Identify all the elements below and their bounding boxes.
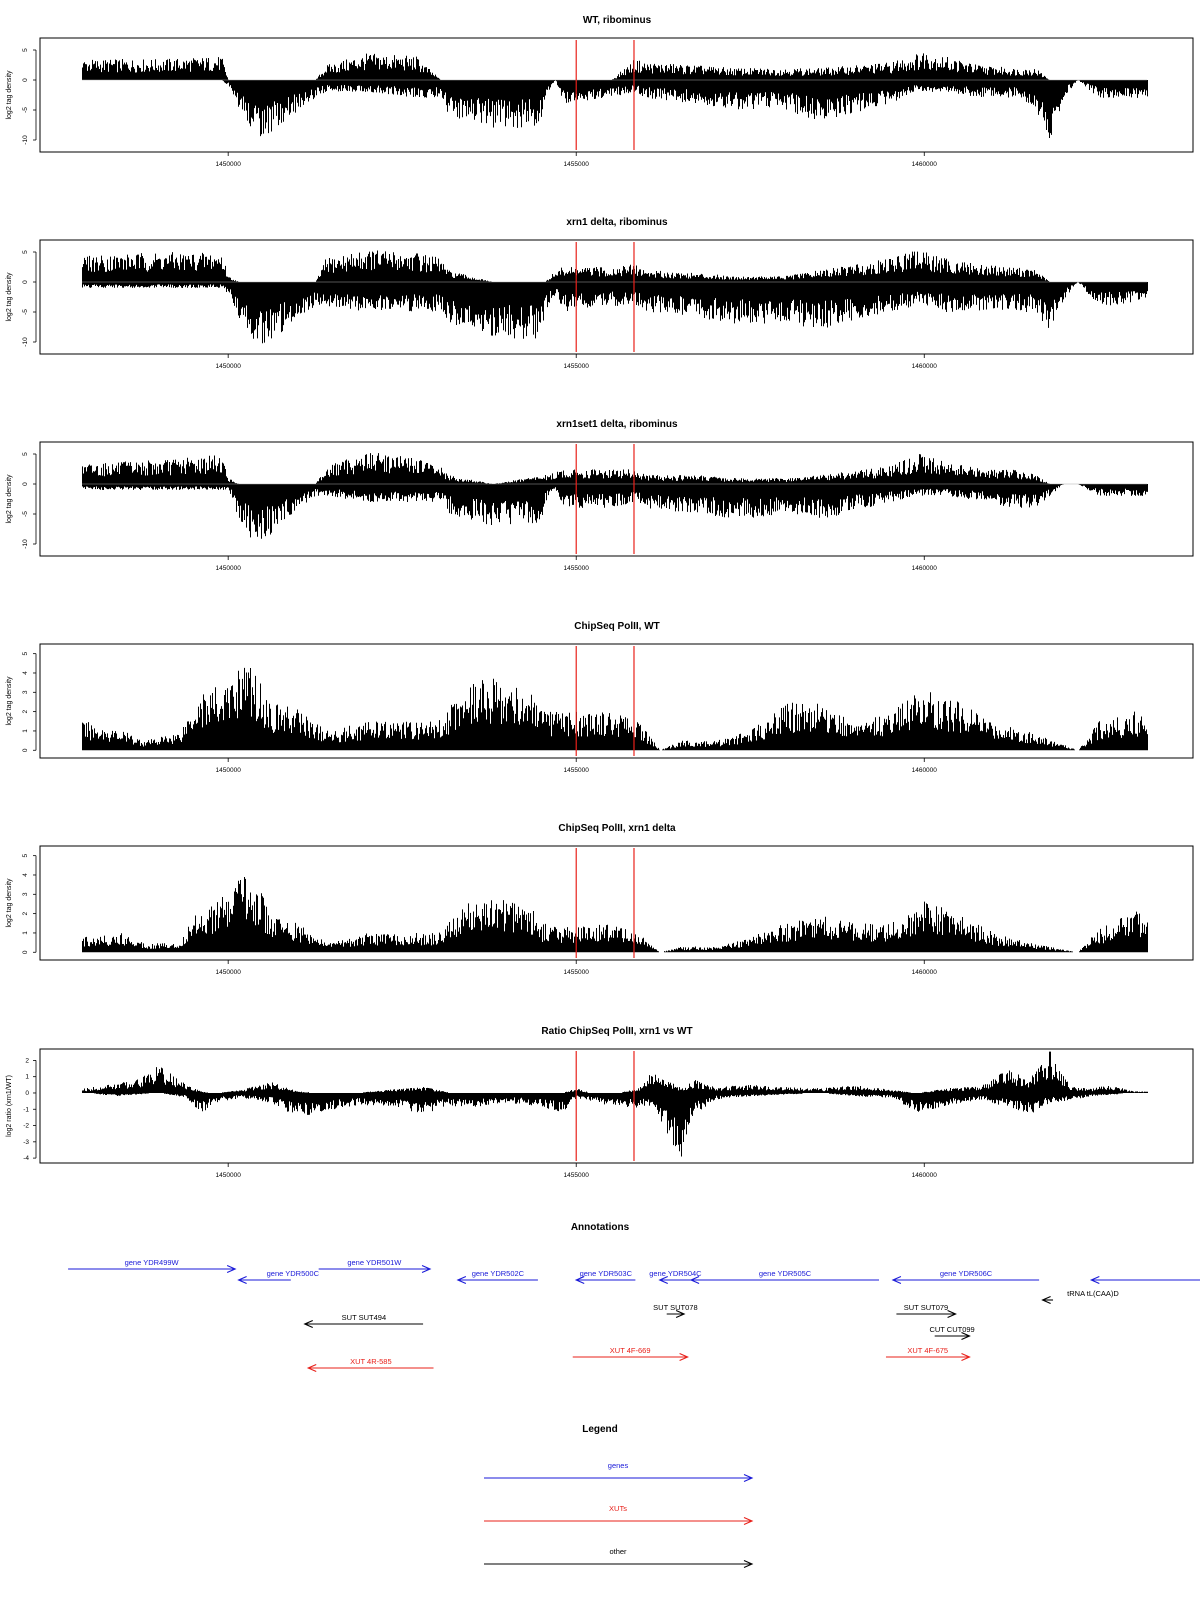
y-tick-label: 5: [22, 452, 29, 456]
y-tick-label: -5: [22, 511, 29, 517]
panel-title: WT, ribominus: [583, 15, 652, 26]
x-tick-label: 1450000: [216, 161, 242, 168]
x-tick-label: 1460000: [912, 161, 938, 168]
plot-frame: [39, 37, 1194, 153]
panel-title: xrn1set1 delta, ribominus: [556, 419, 678, 430]
x-tick-label: 1455000: [564, 161, 590, 168]
track-panels: WT, ribominus log2 tag density 5 0 -5 -10 1450…: [6, 15, 1194, 1179]
plot-frame: [39, 239, 1194, 355]
y-axis-label: log2 tag density: [6, 70, 13, 120]
panel-1: WT, ribominus log2 tag density 5 0 -5 -10 1450…: [6, 15, 1194, 168]
y-tick-label: -10: [22, 539, 29, 549]
panel-2: xrn1 delta, ribominus log2 tag density 5 0 -…: [6, 217, 1194, 370]
y-axis-label: log2 tag density: [6, 272, 13, 322]
x-tick-label: 1450000: [216, 363, 242, 370]
data-bars: [82, 453, 1148, 539]
y-tick-label: 0: [22, 482, 29, 486]
y-tick-label: 5: [22, 48, 29, 52]
y-tick-label: -5: [22, 309, 29, 315]
y-axis-label: log2 tag density: [6, 474, 13, 524]
data-bars: [82, 250, 1148, 344]
x-tick-label: 1460000: [912, 363, 938, 370]
panel-title: xrn1 delta, ribominus: [566, 217, 668, 228]
y-tick-label: -10: [22, 135, 29, 145]
y-tick-label: -10: [22, 337, 29, 347]
y-tick-label: 5: [22, 250, 29, 254]
data-bars: [82, 53, 1148, 138]
panel-3: xrn1set1 delta, ribominus log2 tag densit…: [6, 419, 1194, 572]
x-tick-label: 1455000: [564, 363, 590, 370]
y-tick-label: 0: [22, 280, 29, 284]
y-tick-label: -5: [22, 107, 29, 113]
y-tick-label: 0: [22, 78, 29, 82]
